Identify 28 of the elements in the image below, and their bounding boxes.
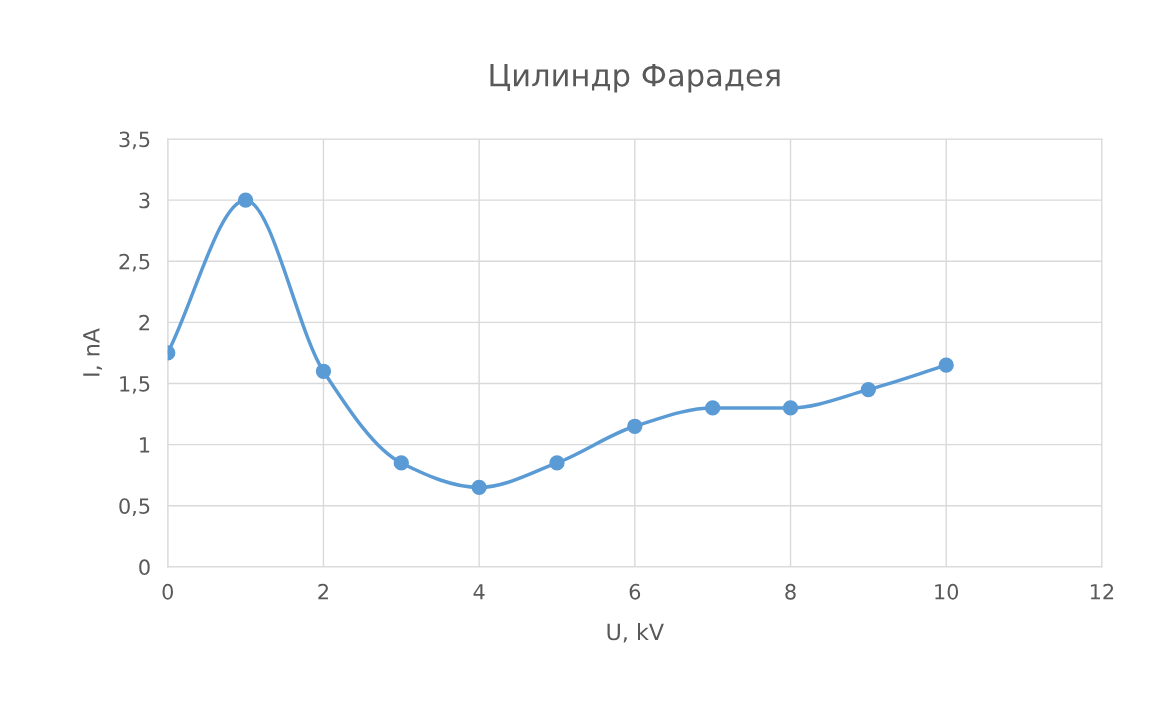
point <box>315 363 332 379</box>
y-tick-label: 2 <box>139 314 149 331</box>
y-tick-label: 2,5 <box>119 253 150 272</box>
point <box>860 381 876 398</box>
x-tick-label: 6 <box>629 583 641 600</box>
y-tick-label: 0,5 <box>119 498 150 517</box>
point <box>237 192 254 208</box>
chart-title: Цилиндр Фарадея <box>490 63 780 93</box>
y-tick-label: 1,5 <box>120 376 150 394</box>
x-axis-title: U, kV <box>607 623 664 643</box>
y-tick-label: 3,5 <box>119 131 150 150</box>
point <box>471 479 487 496</box>
y-tick-label: 1 <box>140 437 150 453</box>
x-tick-label: 2 <box>318 583 328 600</box>
y-tick-label: 3 <box>139 192 150 209</box>
x-tick-label: 0 <box>162 583 173 600</box>
x-tick-label: 4 <box>473 584 485 600</box>
point <box>938 357 954 373</box>
y-tick-label: 0 <box>139 559 150 576</box>
x-tick-label: 8 <box>785 583 796 600</box>
point <box>705 400 721 416</box>
point <box>393 455 409 471</box>
x-tick-label: 12 <box>1090 583 1114 600</box>
y-axis-title: I, nA <box>83 328 103 376</box>
x-tick-label: 10 <box>935 583 959 600</box>
point <box>627 418 643 434</box>
point <box>549 455 565 471</box>
point <box>782 400 799 416</box>
